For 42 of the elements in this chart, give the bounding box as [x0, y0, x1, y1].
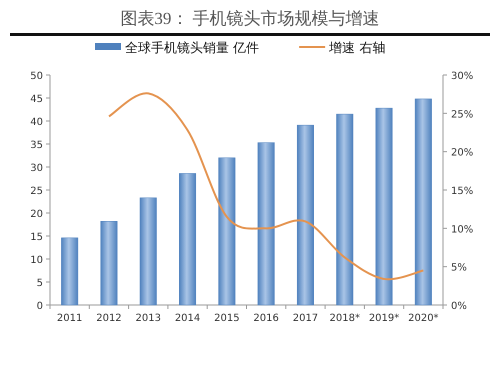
y-tick-label: 15: [30, 232, 43, 243]
bar: [218, 158, 236, 306]
y2-tick-label: 20%: [451, 148, 474, 159]
y2-tick-label: 15%: [451, 186, 474, 197]
bar: [296, 124, 314, 306]
x-tick-label: 2016: [253, 313, 279, 324]
x-tick-label: 2015: [214, 313, 240, 324]
line-series: [108, 92, 424, 280]
x-tick-label: 2019*: [368, 313, 400, 324]
y2-tick-label: 25%: [451, 109, 474, 120]
bar: [140, 198, 157, 306]
legend-label: 全球手机镜头销量 亿件: [125, 41, 260, 56]
y-tick-label: 30: [30, 163, 43, 174]
y-tick-label: 5: [36, 278, 43, 289]
y2-tick-label: 10%: [451, 224, 474, 236]
y-tick-label: 35: [30, 140, 43, 151]
y2-tick-label: 30%: [451, 71, 474, 82]
y-tick-label: 10: [30, 255, 43, 266]
y-tick-label: 50: [30, 71, 43, 82]
bar: [61, 238, 78, 306]
bar: [376, 108, 393, 306]
bar: [336, 114, 354, 306]
bar: [414, 98, 432, 306]
y-tick-label: 20: [30, 209, 43, 220]
x-tick-label: 2020*: [408, 313, 439, 324]
x-tick-label: 2017: [292, 313, 318, 324]
x-tick-label: 2013: [136, 313, 161, 324]
y-tick-label: 40: [30, 117, 43, 128]
x-tick-label: 2011: [56, 313, 82, 324]
bar: [258, 142, 275, 306]
x-tick-label: 2014: [174, 313, 200, 324]
x-tick-label: 2012: [96, 313, 122, 324]
y-tick-label: 0: [36, 301, 43, 312]
legend-label: 增速 右轴: [328, 41, 386, 56]
bar: [179, 173, 196, 306]
y-tick-label: 45: [30, 94, 43, 105]
x-tick-label: 2018*: [330, 313, 360, 324]
y-tick-label: 25: [30, 186, 43, 197]
chart-title: 图表39： 手机镜头市场规模与增速: [120, 9, 380, 28]
y2-tick-label: 0%: [451, 301, 467, 312]
y2-tick-label: 5%: [451, 262, 467, 274]
bar: [100, 221, 118, 306]
